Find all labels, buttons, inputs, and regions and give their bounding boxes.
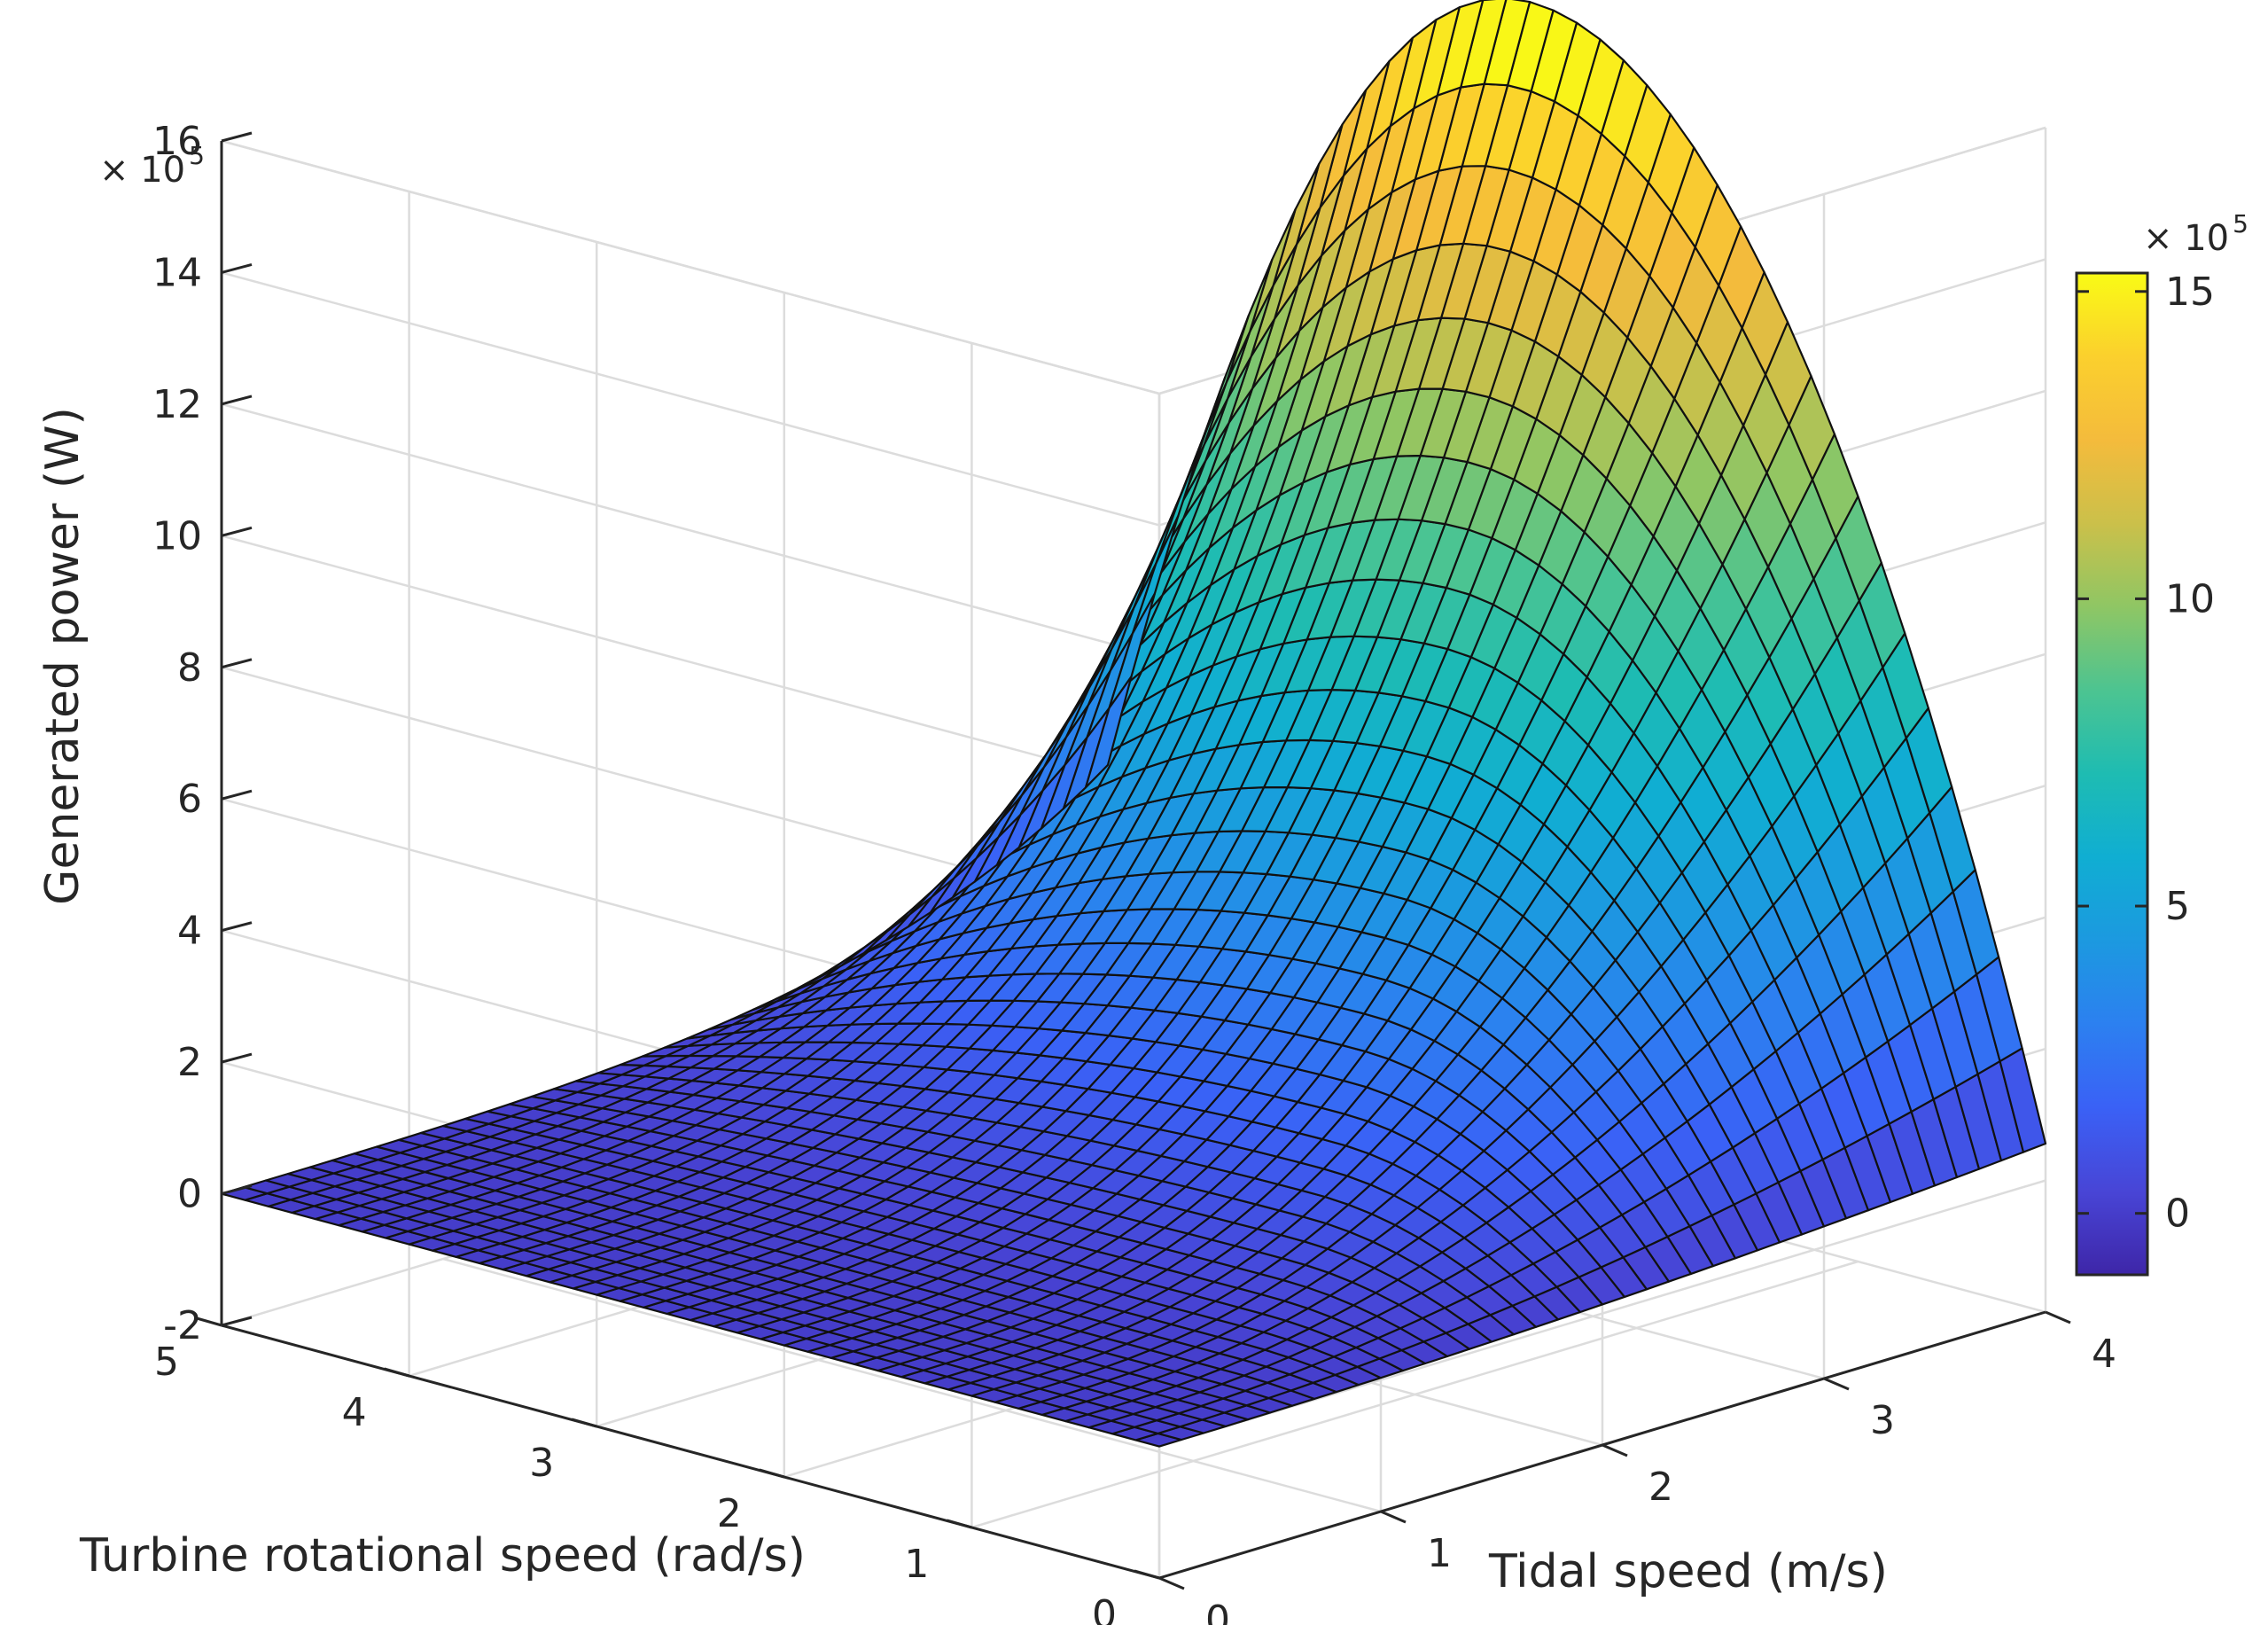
z-tick (221, 526, 253, 537)
z-tick-label: 16 (152, 119, 202, 164)
colorbar-tick-label: 15 (2165, 270, 2215, 315)
x-tick-label: 2 (1648, 1465, 1673, 1510)
y-tick-label: 2 (717, 1491, 742, 1536)
colorbar-exponent-power: 5 (2233, 209, 2249, 238)
y-tick (384, 1367, 410, 1378)
z-tick (221, 658, 253, 669)
y-tick (946, 1519, 972, 1529)
colorbar-tick-label: 5 (2165, 884, 2190, 929)
z-tick (221, 262, 253, 274)
z-tick-label: 0 (177, 1172, 202, 1217)
z-tick-label: 6 (177, 777, 202, 822)
z-tick-label: 12 (152, 382, 202, 427)
y-tick (196, 1316, 222, 1327)
z-tick-label: 4 (177, 909, 202, 954)
z-grid-line (221, 271, 1160, 527)
z-axis-label: Generated power (W) (36, 407, 90, 905)
surface-mesh (220, 0, 2047, 1448)
y-axis-line (221, 1324, 1160, 1580)
x-tick-label: 3 (1870, 1398, 1895, 1443)
colorbar-exponent-base: × 10 (2143, 218, 2229, 259)
z-tick-label: 8 (177, 645, 202, 691)
colorbar-ticks: 0 5 10 15 (2077, 270, 2215, 1237)
z-tick (221, 789, 253, 801)
z-grid-line (221, 535, 1160, 790)
y-tick (1134, 1569, 1160, 1580)
z-tick (221, 395, 253, 406)
colorbar-tick-label: 10 (2165, 576, 2215, 621)
axes-frame (196, 131, 2071, 1590)
y-tick (571, 1418, 597, 1428)
colorbar-gradient (2075, 271, 2149, 1277)
box-edge (221, 139, 1160, 395)
x-tick (1823, 1377, 1850, 1391)
x-grid-line (442, 1257, 1382, 1513)
z-tick-label: 10 (152, 513, 202, 559)
x-tick-label: 1 (1427, 1531, 1452, 1576)
z-exponent-power: 5 (189, 141, 205, 170)
z-tick (221, 921, 253, 933)
y-tick-label: 4 (342, 1390, 367, 1435)
colorbar-tick-label: 0 (2165, 1191, 2190, 1237)
x-tick-label: 4 (2092, 1332, 2116, 1377)
x-tick (1380, 1510, 1407, 1524)
z-exponent-label: × 10 5 (99, 141, 205, 191)
z-grid-line (221, 402, 1160, 659)
x-tick (2045, 1310, 2071, 1324)
surface-patch (1483, 0, 1531, 87)
x-tick (1602, 1443, 1628, 1457)
z-tick-label: -2 (163, 1303, 202, 1348)
y-axis-label: Turbine rotational speed (rad/s) (79, 1529, 806, 1582)
surface-patch (1084, 676, 1133, 789)
y-tick (759, 1468, 785, 1479)
y-tick-label: 5 (154, 1340, 179, 1385)
z-tick (221, 1052, 253, 1064)
x-axis-label: Tidal speed (m/s) (1488, 1545, 1888, 1598)
y-tick-label: 0 (1092, 1592, 1117, 1625)
y-grid-line (971, 1260, 1859, 1529)
y-tick-label: 3 (529, 1441, 554, 1486)
z-tick (221, 1184, 253, 1196)
x-tick-label: 0 (1205, 1598, 1230, 1625)
colorbar-exponent-label: × 10 5 (2143, 209, 2249, 259)
z-tick (221, 1316, 253, 1327)
z-tick-label: 14 (152, 250, 202, 295)
x-tick (1158, 1576, 1185, 1590)
z-tick-label: 2 (177, 1040, 202, 1085)
z-tick (221, 131, 253, 143)
z-exponent-base: × 10 (99, 150, 185, 191)
y-tick-label: 1 (904, 1542, 929, 1587)
